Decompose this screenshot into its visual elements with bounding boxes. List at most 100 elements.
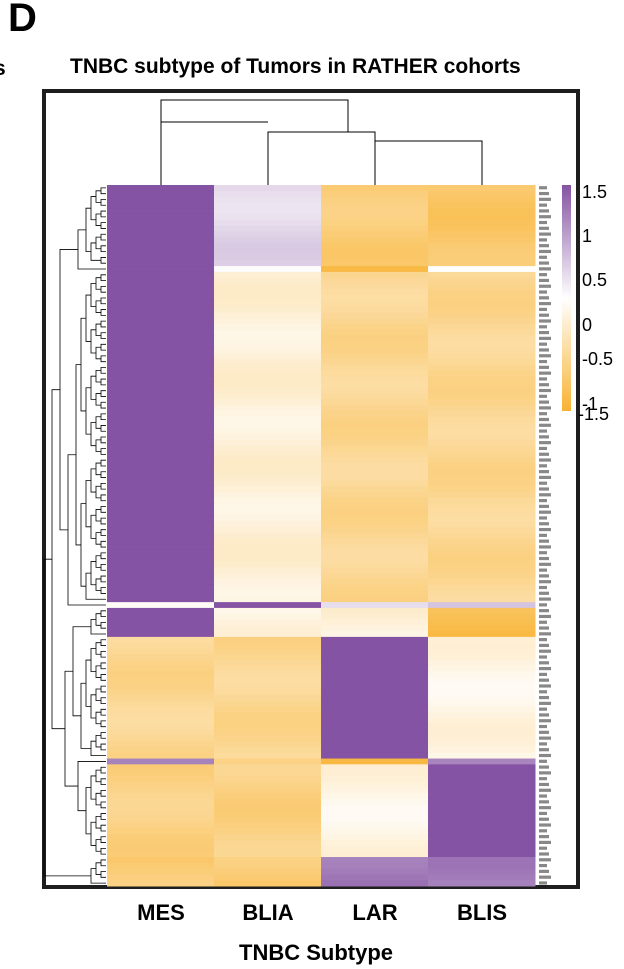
heatmap-cell <box>321 770 429 777</box>
heatmap-cell <box>214 335 322 342</box>
heatmap-cell <box>214 857 322 864</box>
heatmap-cell <box>214 515 322 522</box>
heatmap-cell <box>321 300 429 308</box>
heatmap-cell <box>321 422 429 429</box>
heatmap-cell <box>428 752 536 760</box>
heatmap-cell <box>214 590 322 597</box>
heatmap-cell <box>107 416 215 424</box>
heatmap-cell <box>107 248 215 256</box>
heatmap-cell <box>428 492 536 499</box>
dendrogram-branch <box>95 190 101 203</box>
heatmap-cell <box>214 746 322 754</box>
dendrogram-branch <box>90 329 96 354</box>
heatmap-cell <box>107 660 215 667</box>
heatmap-cell <box>428 694 536 702</box>
heatmap-cell <box>321 538 429 545</box>
heatmap-cell <box>107 521 215 528</box>
heatmap-cell <box>428 300 536 308</box>
dendrogram-branch <box>80 317 86 412</box>
dendrogram-branch <box>100 708 106 716</box>
heatmap-cell <box>321 358 429 366</box>
row-label <box>539 777 547 781</box>
dendrogram-branch <box>90 694 96 719</box>
dendrogram-branch <box>77 761 106 812</box>
heatmap-cell <box>321 828 429 835</box>
heatmap-cell <box>107 300 215 308</box>
dendrogram-branch <box>95 532 101 545</box>
heatmap-cell <box>214 283 322 290</box>
heatmap-cell <box>321 503 429 510</box>
heatmap-cell <box>107 839 215 846</box>
heatmap-cell <box>428 283 536 290</box>
heatmap-cell <box>214 642 322 649</box>
row-label <box>539 736 551 740</box>
heatmap-cell <box>107 578 215 586</box>
heatmap-cell <box>107 729 215 736</box>
heatmap-cell <box>428 845 536 852</box>
row-label <box>539 238 547 242</box>
heatmap-cell <box>107 799 215 806</box>
heatmap-cell <box>321 219 429 227</box>
row-label <box>539 302 551 306</box>
dendrogram-branch <box>85 787 91 835</box>
heatmap-cell <box>107 370 215 377</box>
heatmap-cell <box>214 636 322 644</box>
dendrogram-branch <box>100 697 106 704</box>
row-label <box>539 771 551 775</box>
dendrogram-branch <box>95 613 101 626</box>
heatmap-cell <box>214 306 322 313</box>
heatmap-cell <box>428 225 536 232</box>
heatmap-cell <box>107 590 215 597</box>
heatmap-cell <box>214 781 322 789</box>
heatmap-cell <box>428 295 536 302</box>
heatmap-cell <box>214 492 322 499</box>
heatmap-cell <box>214 231 322 238</box>
heatmap-cell <box>428 457 536 464</box>
dendrogram-branch <box>100 662 106 670</box>
heatmap-cell <box>107 358 215 366</box>
heatmap-cell <box>321 723 429 731</box>
heatmap-cell <box>321 480 429 487</box>
dendrogram-branch <box>100 413 106 421</box>
row-label <box>539 800 549 804</box>
row-label <box>539 742 547 746</box>
heatmap-cell <box>107 474 215 481</box>
row-label <box>539 452 549 456</box>
heatmap-cells <box>107 185 536 887</box>
heatmap-cell <box>214 248 322 256</box>
row-label <box>539 446 547 451</box>
row-label <box>539 342 547 346</box>
heatmap-cell <box>428 793 536 800</box>
heatmap-cell <box>214 370 322 377</box>
heatmap-cell <box>428 381 536 389</box>
heatmap-cell <box>321 694 429 702</box>
row-label <box>539 417 549 422</box>
heatmap-cell <box>107 306 215 313</box>
dendrogram-branch <box>90 468 96 493</box>
heatmap-cell <box>214 219 322 227</box>
heatmap-cell <box>321 248 429 256</box>
heatmap-cell <box>214 868 322 875</box>
heatmap-cell <box>321 544 429 551</box>
dendrogram-branch <box>95 642 101 655</box>
heatmap-cell <box>107 318 215 325</box>
heatmap-cell <box>321 434 429 441</box>
heatmap-cell <box>428 202 536 209</box>
heatmap-cell <box>107 213 215 221</box>
heatmap-cell <box>214 324 322 331</box>
row-label <box>539 846 547 850</box>
heatmap-cell <box>321 254 429 261</box>
row-label <box>539 458 551 462</box>
heatmap-cell <box>428 538 536 545</box>
row-label <box>539 359 547 364</box>
dendrogram-branch <box>100 471 106 478</box>
heatmap-cell <box>107 573 215 580</box>
row-label <box>539 748 549 752</box>
colorbar-tick: -1 <box>582 394 599 414</box>
heatmap-cell <box>428 862 536 870</box>
row-label <box>539 510 551 514</box>
row-label <box>539 678 549 682</box>
row-label <box>539 388 551 393</box>
heatmap-cell <box>214 671 322 678</box>
